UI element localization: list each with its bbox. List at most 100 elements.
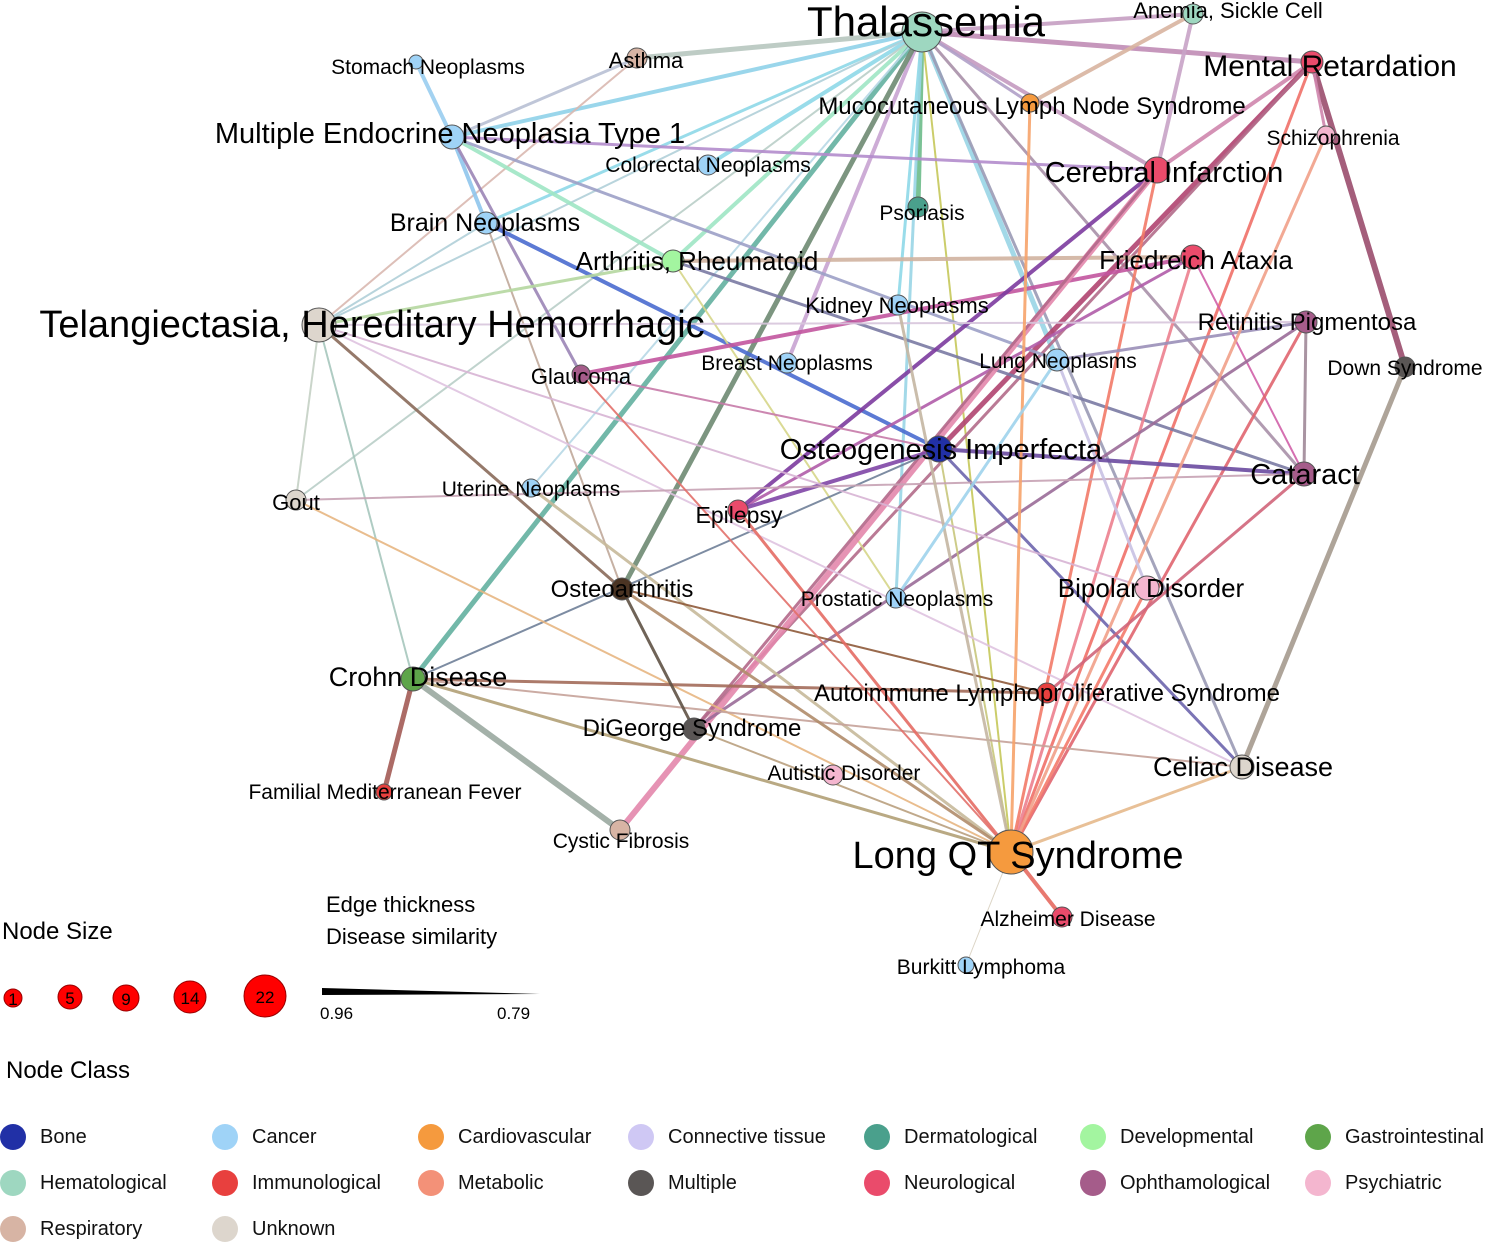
node-thal[interactable]: [901, 11, 943, 53]
node-label-fmf: Familial Mediterranean Fever: [248, 781, 521, 804]
node-cataract[interactable]: [1291, 461, 1317, 487]
edge-anemia-mucoc: [1028, 12, 1195, 105]
edge-arthritis-telang: [317, 259, 675, 327]
class-legend-item-dermatological: Dermatological: [864, 1122, 1037, 1152]
edge-men1-cerebral: [450, 135, 1159, 172]
class-legend-item-neurological: Neurological: [864, 1168, 1015, 1198]
node-label-lung: Lung Neoplasms: [979, 350, 1137, 373]
node-label-mental: Mental Retardation: [1203, 50, 1456, 83]
node-friedreich[interactable]: [1180, 244, 1206, 270]
node-stomach[interactable]: [408, 54, 424, 70]
edge-osteo-epilepsy: [736, 447, 941, 512]
class-legend-label: Neurological: [904, 1171, 1016, 1194]
node-burkitt[interactable]: [957, 956, 975, 974]
edge-osteo-celiac: [937, 447, 1244, 769]
node-mucoc[interactable]: [1020, 93, 1040, 113]
class-legend-swatch: [212, 1216, 238, 1242]
class-legend-label: Metabolic: [458, 1171, 544, 1194]
size-legend-label-5: 5: [65, 989, 74, 1008]
node-kidney[interactable]: [887, 294, 909, 316]
node-crohn[interactable]: [400, 666, 426, 692]
node-label-alzheimer: Alzheimer Disease: [980, 908, 1155, 931]
node-uterine[interactable]: [521, 478, 541, 498]
node-anemia[interactable]: [1182, 3, 1204, 25]
node-label-down: Down Syndrome: [1327, 357, 1482, 380]
edge-thickness-title: Edge thickness Disease similarity: [326, 889, 497, 953]
class-legend-swatch: [1080, 1124, 1106, 1150]
node-retinitis[interactable]: [1294, 310, 1318, 334]
node-cerebral[interactable]: [1143, 156, 1171, 184]
node-mental[interactable]: [1300, 50, 1324, 74]
node-label-osteoarth: Osteoarthritis: [551, 576, 694, 603]
node-asthma[interactable]: [626, 47, 648, 69]
node-schizo[interactable]: [1316, 125, 1336, 145]
edge-telang-celiac: [318, 324, 1243, 768]
node-fmf[interactable]: [375, 783, 393, 801]
node-alzheimer[interactable]: [1051, 906, 1073, 928]
size-legend-label-14: 14: [181, 989, 200, 1008]
node-osteoarth[interactable]: [610, 577, 634, 601]
edge-mental-osteo: [936, 59, 1315, 452]
edge-telang-gout: [295, 324, 320, 501]
network-labels: Thalassemia Anemia, Sickle Cell Mental Ret…: [39, 0, 1482, 979]
class-legend-label: Immunological: [252, 1171, 381, 1194]
edge-telang-crohn: [318, 324, 414, 680]
node-digeorge[interactable]: [682, 717, 706, 741]
node-brain[interactable]: [474, 211, 498, 235]
class-legend-label: Developmental: [1120, 1125, 1254, 1148]
node-arthritis[interactable]: [661, 249, 685, 273]
node-prostatic[interactable]: [885, 587, 907, 609]
edge-osteoarth-alps: [621, 588, 1048, 694]
node-autistic[interactable]: [822, 764, 844, 786]
edge-arthritis-cataract: [671, 259, 1306, 476]
node-label-anemia: Anemia, Sickle Cell: [1133, 0, 1323, 23]
edge-retinitis-telang: [318, 321, 1307, 326]
node-gout[interactable]: [285, 489, 307, 511]
node-alps[interactable]: [1036, 682, 1058, 704]
edge-down-celiac: [1239, 364, 1408, 770]
node-telang[interactable]: [301, 307, 337, 343]
edge-thal-arthritis: [671, 30, 924, 263]
node-osteo[interactable]: [925, 435, 953, 463]
node-bipolar[interactable]: [1134, 575, 1160, 601]
edge-anemia-cerebral: [1155, 12, 1195, 172]
edge-mental-digeorge: [692, 60, 1314, 731]
edge-thal-colorectal: [706, 30, 924, 167]
edge-thal-men1: [450, 30, 924, 139]
node-men1[interactable]: [439, 124, 465, 150]
node-label-autistic: Autistic Disorder: [768, 762, 921, 785]
node-epilepsy[interactable]: [727, 499, 749, 521]
node-lqt[interactable]: [988, 829, 1034, 875]
node-label-osteo: Osteogenesis Imperfecta: [780, 434, 1103, 466]
class-legend-item-bone: Bone: [0, 1122, 87, 1152]
node-down[interactable]: [1394, 356, 1416, 378]
edge-brain-osteoarth: [485, 222, 623, 590]
class-legend-label: Respiratory: [40, 1217, 143, 1240]
node-cystic[interactable]: [609, 819, 631, 841]
edge-cerebral-digeorge: [692, 168, 1159, 731]
node-glaucoma[interactable]: [571, 364, 591, 384]
node-psoriasis[interactable]: [907, 196, 929, 218]
edge-thal-prostatic: [894, 30, 924, 600]
node-colorectal[interactable]: [697, 154, 719, 176]
edge-thal-lqt: [921, 31, 1012, 853]
node-lung[interactable]: [1045, 348, 1069, 372]
edge-thal-anemia: [920, 12, 1195, 34]
node-breast[interactable]: [776, 352, 798, 374]
class-legend-item-immunological: Immunological: [212, 1168, 381, 1198]
class-legend-label: Dermatological: [904, 1125, 1038, 1148]
edge-lqt-schizo: [1009, 133, 1328, 854]
class-legend-item-gastrointestinal: Gastrointestinal: [1305, 1122, 1484, 1152]
edge-thickness-min-label: 0.96: [320, 1004, 353, 1023]
edge-thal-cerebral: [920, 30, 1159, 172]
edge-friedreich-lqt: [1009, 255, 1195, 854]
edge-lqt-digeorge: [693, 728, 1012, 853]
edge-lqt-kidney: [896, 303, 1013, 854]
size-legend-label-9: 9: [121, 990, 130, 1009]
class-legend-item-multiple: Multiple: [628, 1168, 737, 1198]
edge-osteoarth-lqt: [620, 587, 1013, 854]
edge-mental-lqt: [1009, 60, 1314, 854]
node-label-cataract: Cataract: [1250, 459, 1360, 491]
node-celiac[interactable]: [1229, 754, 1255, 780]
class-legend-item-unknown: Unknown: [212, 1214, 335, 1244]
